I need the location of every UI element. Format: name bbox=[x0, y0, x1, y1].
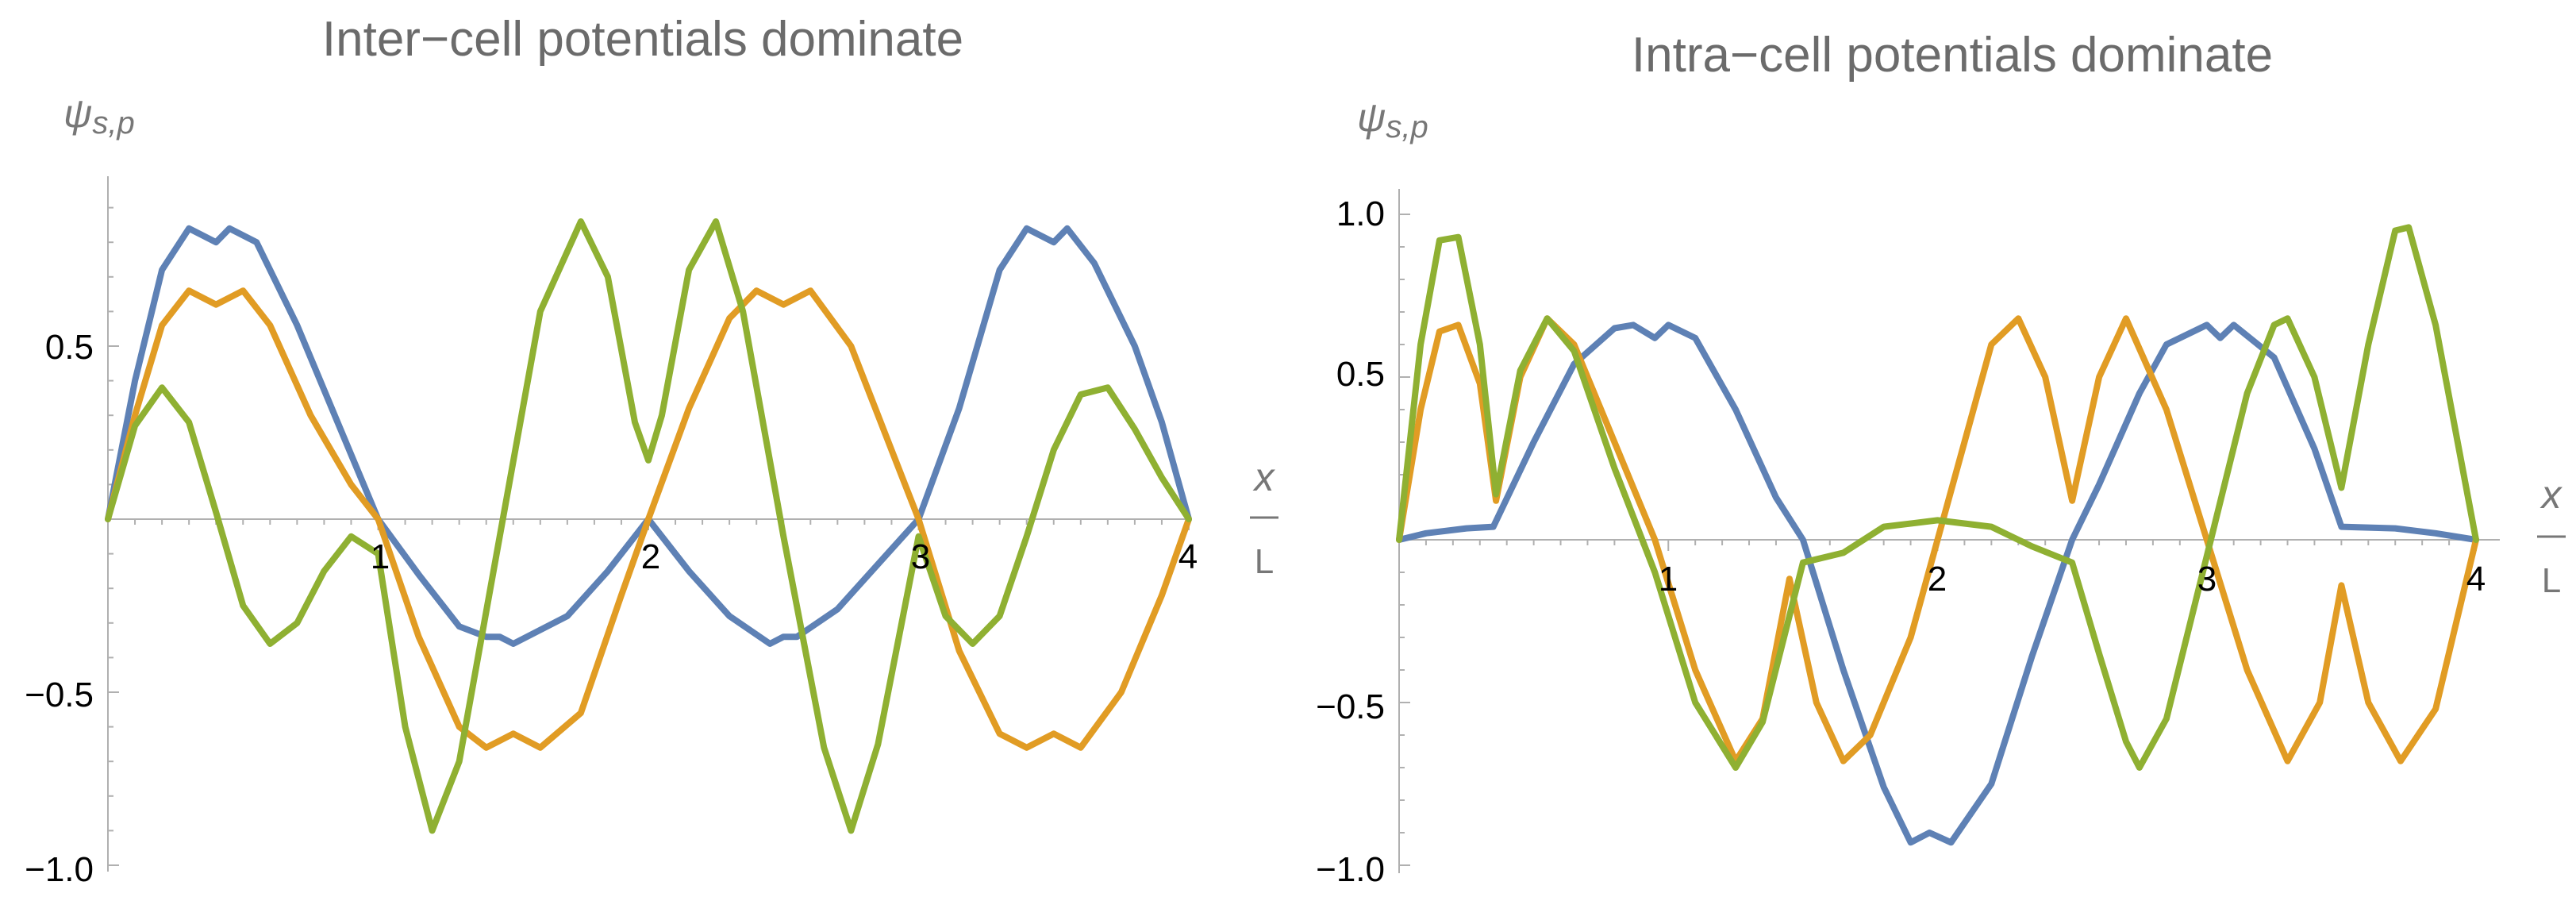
y-tick-label-0.5: 0.5 bbox=[45, 328, 94, 367]
y-axis-label-sub: s,p bbox=[1386, 110, 1428, 144]
series-line-1 bbox=[1396, 321, 2479, 846]
y-axis-label: ψs,p bbox=[1357, 95, 1428, 144]
chart-title: Inter−cell potentials dominate bbox=[322, 12, 963, 67]
x-tick-label-3: 3 bbox=[911, 537, 930, 576]
y-tick-labels: 0.5 −0.5 −1.0 bbox=[25, 328, 94, 889]
x-tick-labels: 1 2 3 4 bbox=[371, 537, 1198, 576]
x-axis-label-denominator: L bbox=[2542, 561, 2561, 600]
y-tick-label-neg1.0: −1.0 bbox=[1316, 850, 1385, 889]
x-tick-label-1: 1 bbox=[1659, 560, 1678, 599]
y-ticks bbox=[108, 206, 119, 866]
y-axis-label: ψs,p bbox=[63, 91, 135, 141]
series-line-1 bbox=[105, 225, 1192, 647]
y-tick-label-neg1.0: −1.0 bbox=[25, 850, 94, 889]
y-tick-label-0.5: 0.5 bbox=[1336, 355, 1385, 394]
x-tick-labels: 1 2 3 4 bbox=[1659, 560, 2486, 599]
x-tick-label-2: 2 bbox=[1928, 560, 1947, 599]
chart-right: Intra−cell potentials dominate ψs,p 1 2 … bbox=[1316, 28, 2566, 889]
chart-title: Intra−cell potentials dominate bbox=[1632, 28, 2273, 83]
y-tick-labels: 1.0 0.5 −0.5 −1.0 bbox=[1316, 194, 1385, 889]
y-axis-label-base: ψ bbox=[63, 91, 92, 136]
y-tick-label-1.0: 1.0 bbox=[1336, 194, 1385, 233]
series-group bbox=[105, 218, 1192, 834]
x-axis-label-numerator: x bbox=[2540, 472, 2563, 517]
x-tick-label-1: 1 bbox=[371, 537, 390, 576]
series-line-3 bbox=[105, 218, 1192, 834]
x-tick-label-4: 4 bbox=[1178, 537, 1198, 576]
y-axis-label-sub: s,p bbox=[92, 106, 134, 141]
x-axis-label-numerator: x bbox=[1253, 455, 1276, 499]
series-line-3 bbox=[1396, 224, 2479, 771]
y-axis-label-base: ψ bbox=[1357, 95, 1386, 140]
x-tick-label-3: 3 bbox=[2197, 560, 2217, 599]
series-line-2 bbox=[105, 287, 1192, 751]
y-tick-label-neg0.5: −0.5 bbox=[25, 676, 94, 714]
x-tick-label-4: 4 bbox=[2466, 560, 2486, 599]
series-group bbox=[1396, 224, 2479, 846]
chart-left: Inter−cell potentials dominate ψs,p 1 2 … bbox=[25, 12, 1278, 889]
x-tick-label-2: 2 bbox=[641, 537, 660, 576]
x-axis-label-denominator: L bbox=[1255, 542, 1274, 581]
y-tick-label-neg0.5: −0.5 bbox=[1316, 687, 1385, 726]
